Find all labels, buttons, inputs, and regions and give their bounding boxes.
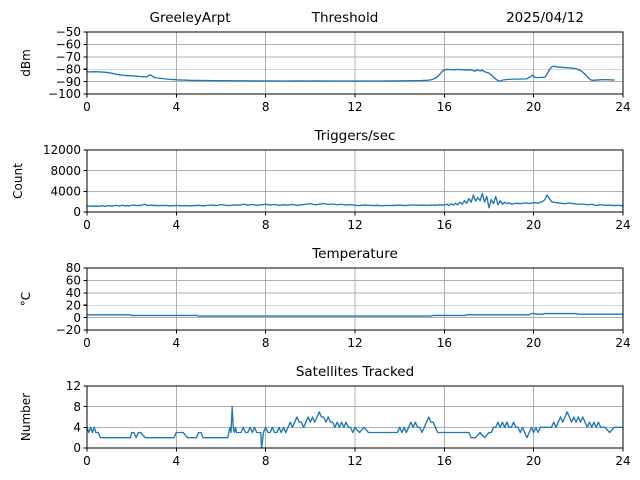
- x-tick-label: 8: [262, 336, 270, 350]
- data-series-temperature_c: [86, 312, 624, 317]
- x-tick-label: 20: [526, 218, 541, 232]
- x-tick-label: 8: [262, 454, 270, 468]
- x-tick-label: 24: [615, 454, 630, 468]
- x-tick-label: 16: [437, 100, 452, 114]
- y-tick-label: 8000: [50, 164, 81, 178]
- y-tick-label: 12000: [43, 143, 81, 157]
- y-axis-label: dBm: [19, 49, 33, 77]
- x-tick-label: 16: [437, 336, 452, 350]
- y-tick-label: 20: [66, 298, 81, 312]
- y-tick-label: −50: [56, 25, 81, 39]
- chart-title: Triggers/sec: [314, 128, 396, 144]
- x-tick-label: 0: [83, 454, 91, 468]
- x-tick-label: 8: [262, 218, 270, 232]
- y-tick-label: 12: [66, 379, 81, 393]
- chart-title-station: GreeleyArpt: [149, 10, 230, 26]
- x-tick-label: 12: [347, 454, 362, 468]
- y-tick-label: 0: [73, 311, 81, 325]
- x-tick-label: 20: [526, 454, 541, 468]
- x-tick-label: 0: [83, 218, 91, 232]
- y-tick-label: −100: [48, 87, 81, 101]
- chart-title: Temperature: [311, 246, 398, 262]
- x-tick-label: 12: [347, 100, 362, 114]
- x-tick-label: 4: [173, 336, 181, 350]
- y-tick-label: 4: [73, 421, 81, 435]
- y-tick-label: 4000: [50, 185, 81, 199]
- y-tick-label: −20: [56, 323, 81, 337]
- x-tick-label: 16: [437, 218, 452, 232]
- x-tick-label: 24: [615, 336, 630, 350]
- data-series-satellites_tracked: [86, 405, 624, 449]
- data-series-threshold: [86, 65, 615, 82]
- y-axis-label: °C: [19, 292, 33, 306]
- chart-title-date: 2025/04/12: [506, 10, 584, 26]
- y-tick-label: 40: [66, 286, 81, 300]
- chart-title: Satellites Tracked: [296, 364, 414, 380]
- y-axis-label: Number: [19, 393, 33, 441]
- x-tick-label: 8: [262, 100, 270, 114]
- chart-title-measurement: Threshold: [311, 10, 379, 26]
- x-tick-label: 24: [615, 218, 630, 232]
- x-tick-label: 4: [173, 218, 181, 232]
- x-tick-label: 12: [347, 336, 362, 350]
- y-tick-label: 8: [73, 400, 81, 414]
- x-tick-label: 24: [615, 100, 630, 114]
- y-tick-label: −90: [56, 75, 81, 89]
- x-tick-label: 4: [173, 454, 181, 468]
- y-axis-label: Count: [11, 163, 25, 199]
- panel-temperature: Temperature −20 0 20 40 60 80 0 4 8 12 16 20 24 °C: [0, 236, 640, 354]
- panel-threshold: GreeleyArpt Threshold 2025/04/12 −100 −90 −80…: [0, 0, 640, 118]
- x-tick-label: 4: [173, 100, 181, 114]
- x-tick-label: 20: [526, 100, 541, 114]
- x-tick-label: 12: [347, 218, 362, 232]
- y-tick-label: −60: [56, 38, 81, 52]
- panel-satellites: Satellites Tracked 0 4 8 12 0 4 8 12 16 20 24 Number: [0, 354, 640, 480]
- chart-triggers: Triggers/sec 0 4000 8000 12000 0 4 8 12 16 20 24 Cou…: [11, 128, 631, 232]
- chart-threshold: GreeleyArpt Threshold 2025/04/12 −100−90−80…: [19, 10, 631, 114]
- y-tick-label: 0: [73, 441, 81, 455]
- x-tick-label: 20: [526, 336, 541, 350]
- x-tick-label: 16: [437, 454, 452, 468]
- y-tick-label: 80: [66, 261, 81, 275]
- data-series-triggers_per_sec: [86, 192, 624, 209]
- panel-triggers: Triggers/sec 0 4000 8000 12000 0 4 8 12 16 20 24 Cou…: [0, 118, 640, 236]
- y-tick-label: −70: [56, 50, 81, 64]
- y-tick-label: 0: [73, 205, 81, 219]
- y-tick-label: 60: [66, 274, 81, 288]
- chart-satellites: Satellites Tracked 0 4 8 12 0 4 8 12 16 20 24 Number: [19, 364, 631, 468]
- x-tick-label: 0: [83, 100, 91, 114]
- y-tick-label: −80: [56, 62, 81, 76]
- x-tick-label: 0: [83, 336, 91, 350]
